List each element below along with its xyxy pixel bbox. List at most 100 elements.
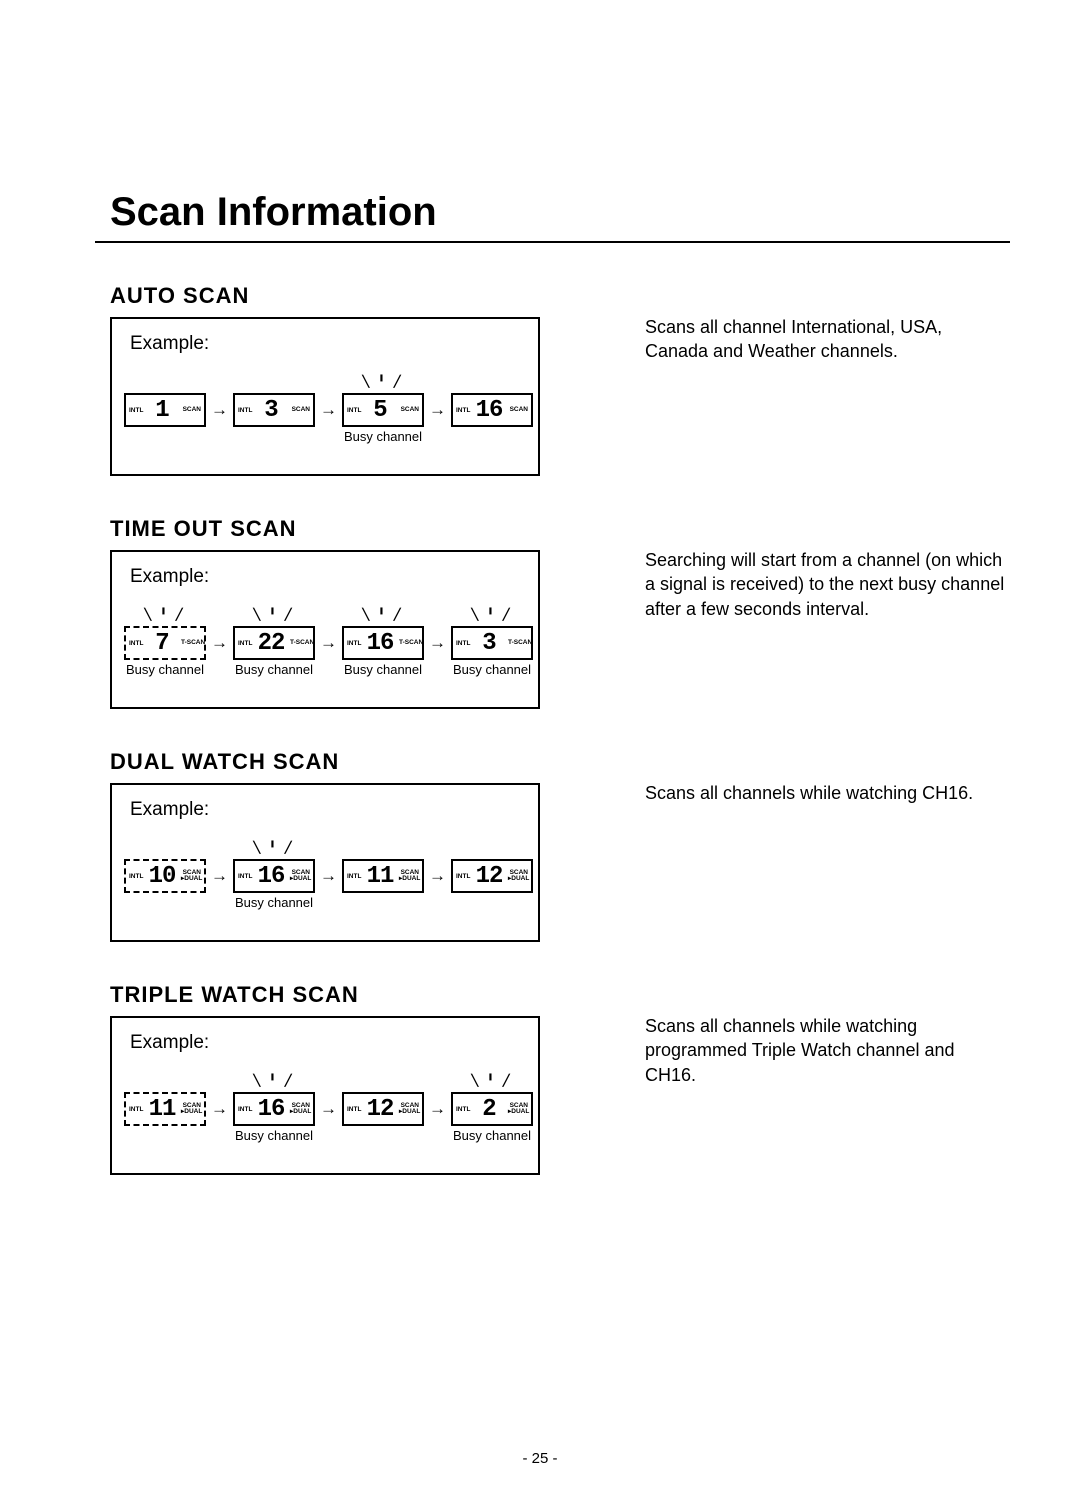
- lcd-scan-label: SCAN ▸DUAL: [181, 1103, 201, 1116]
- example-label: Example:: [130, 333, 526, 355]
- lcd-display: INTL16T-SCAN: [342, 626, 424, 660]
- lcd-step: INTL10SCAN ▸DUAL: [124, 843, 206, 893]
- lcd-scan-label: SCAN ▸DUAL: [508, 1103, 528, 1116]
- example-box: Example:╲ ╹ ╱INTL7T-SCANBusy channel→╲ ╹…: [110, 550, 540, 709]
- arrow-icon: →: [319, 393, 338, 427]
- signal-icon: ╲ ╹ ╱: [462, 1076, 522, 1090]
- lcd-channel-number: 16: [252, 1096, 290, 1123]
- lcd-scan-label: SCAN ▸DUAL: [508, 870, 528, 883]
- lcd-mode-label: INTL: [238, 407, 252, 414]
- lcd-scan-label: SCAN ▸DUAL: [290, 870, 310, 883]
- lcd-display: INTL5SCAN: [342, 393, 424, 427]
- lcd-display: INTL16SCAN: [451, 393, 533, 427]
- lcd-step: INTL12SCAN ▸DUAL: [451, 843, 533, 893]
- lcd-mode-label: INTL: [129, 873, 143, 880]
- lcd-channel-number: 16: [361, 630, 399, 657]
- arrow-icon: →: [319, 626, 338, 660]
- lcd-channel-number: 11: [361, 863, 399, 890]
- lcd-mode-label: INTL: [456, 640, 470, 647]
- lcd-step: ╲ ╹ ╱ INTL3T-SCAN Busy channel: [451, 610, 533, 677]
- lcd-mode-label: INTL: [347, 407, 361, 414]
- arrow-icon: →: [428, 626, 447, 660]
- lcd-display: INTL10SCAN ▸DUAL: [124, 859, 206, 893]
- busy-channel-label: Busy channel: [126, 662, 204, 677]
- lcd-channel-number: 11: [143, 1096, 181, 1123]
- lcd-step: ╲ ╹ ╱INTL16T-SCANBusy channel: [342, 610, 424, 677]
- section-description: Scans all channels while watching progra…: [580, 982, 1010, 1087]
- lcd-mode-label: INTL: [347, 1106, 361, 1113]
- diagram-row: INTL1SCAN→INTL3SCAN→╲ ╹ ╱INTL5SCANBusy c…: [124, 377, 526, 444]
- lcd-mode-label: INTL: [456, 873, 470, 880]
- busy-channel-label: Busy channel: [453, 662, 531, 677]
- spacer: [135, 843, 195, 857]
- section-description: Scans all channels while watching CH16.: [580, 749, 1010, 805]
- spacer: [353, 1076, 413, 1090]
- lcd-channel-number: 22: [252, 630, 290, 657]
- section-dual: DUAL WATCH SCANExample:INTL10SCAN ▸DUAL→…: [95, 749, 1010, 942]
- lcd-display: INTL3T-SCAN: [451, 626, 533, 660]
- lcd-scan-label: SCAN: [181, 407, 201, 414]
- section-heading: AUTO SCAN: [110, 283, 580, 309]
- lcd-scan-label: T-SCAN: [508, 640, 528, 647]
- busy-channel-label: Busy channel: [235, 1128, 313, 1143]
- section-description: Searching will start from a channel (on …: [580, 516, 1010, 621]
- lcd-display: INTL11SCAN ▸DUAL: [342, 859, 424, 893]
- spacer: [135, 377, 195, 391]
- signal-icon: ╲ ╹ ╱: [462, 610, 522, 624]
- lcd-step: ╲ ╹ ╱ INTL16SCAN ▸DUAL Busy channel: [233, 1076, 315, 1143]
- arrow-icon: →: [428, 393, 447, 427]
- lcd-scan-label: SCAN ▸DUAL: [399, 870, 419, 883]
- lcd-step: INTL3SCAN: [233, 377, 315, 427]
- diagram-row: INTL10SCAN ▸DUAL→╲ ╹ ╱INTL16SCAN ▸DUALBu…: [124, 843, 526, 910]
- lcd-step: ╲ ╹ ╱INTL22T-SCANBusy channel: [233, 610, 315, 677]
- arrow-icon: →: [210, 393, 229, 427]
- lcd-mode-label: INTL: [129, 407, 143, 414]
- lcd-scan-label: SCAN: [508, 407, 528, 414]
- lcd-display: INTL2SCAN ▸DUAL: [451, 1092, 533, 1126]
- lcd-step: ╲ ╹ ╱INTL7T-SCANBusy channel: [124, 610, 206, 677]
- signal-icon: ╲ ╹ ╱: [244, 1076, 304, 1090]
- lcd-step: INTL11SCAN ▸DUAL: [124, 1076, 206, 1126]
- lcd-display: INTL12SCAN ▸DUAL: [342, 1092, 424, 1126]
- lcd-scan-label: SCAN: [290, 407, 310, 414]
- lcd-step: INTL16SCAN: [451, 377, 533, 427]
- lcd-display: INTL1SCAN: [124, 393, 206, 427]
- lcd-step: ╲ ╹ ╱INTL5SCANBusy channel: [342, 377, 424, 444]
- spacer: [462, 377, 522, 391]
- lcd-channel-number: 5: [361, 397, 399, 424]
- arrow-icon: →: [210, 859, 229, 893]
- section-heading: TIME OUT SCAN: [110, 516, 580, 542]
- section-heading: DUAL WATCH SCAN: [110, 749, 580, 775]
- lcd-channel-number: 1: [143, 397, 181, 424]
- section-description: Scans all channel International, USA, Ca…: [580, 283, 1010, 364]
- signal-icon: ╲ ╹ ╱: [244, 610, 304, 624]
- lcd-step: ╲ ╹ ╱INTL16SCAN ▸DUALBusy channel: [233, 843, 315, 910]
- example-label: Example:: [130, 799, 526, 821]
- spacer: [462, 843, 522, 857]
- lcd-channel-number: 12: [361, 1096, 399, 1123]
- lcd-mode-label: INTL: [238, 640, 252, 647]
- example-label: Example:: [130, 1032, 526, 1054]
- example-box: Example:INTL10SCAN ▸DUAL→╲ ╹ ╱INTL16SCAN…: [110, 783, 540, 942]
- lcd-scan-label: T-SCAN: [181, 640, 201, 647]
- busy-channel-label: Busy channel: [235, 895, 313, 910]
- lcd-scan-label: T-SCAN: [290, 640, 310, 647]
- lcd-channel-number: 10: [143, 863, 181, 890]
- lcd-scan-label: SCAN ▸DUAL: [290, 1103, 310, 1116]
- lcd-channel-number: 16: [470, 397, 508, 424]
- lcd-mode-label: INTL: [347, 873, 361, 880]
- lcd-display: INTL16SCAN ▸DUAL: [233, 859, 315, 893]
- lcd-mode-label: INTL: [238, 1106, 252, 1113]
- arrow-icon: →: [319, 1092, 338, 1126]
- arrow-icon: →: [428, 859, 447, 893]
- arrow-icon: →: [210, 1092, 229, 1126]
- lcd-scan-label: T-SCAN: [399, 640, 419, 647]
- diagram-row: ╲ ╹ ╱INTL7T-SCANBusy channel→╲ ╹ ╱INTL22…: [124, 610, 526, 677]
- lcd-display: INTL22T-SCAN: [233, 626, 315, 660]
- lcd-display: INTL12SCAN ▸DUAL: [451, 859, 533, 893]
- lcd-scan-label: SCAN ▸DUAL: [399, 1103, 419, 1116]
- lcd-channel-number: 3: [252, 397, 290, 424]
- example-box: Example:INTL11SCAN ▸DUAL→╲ ╹ ╱INTL16SCAN…: [110, 1016, 540, 1175]
- example-label: Example:: [130, 566, 526, 588]
- lcd-channel-number: 3: [470, 630, 508, 657]
